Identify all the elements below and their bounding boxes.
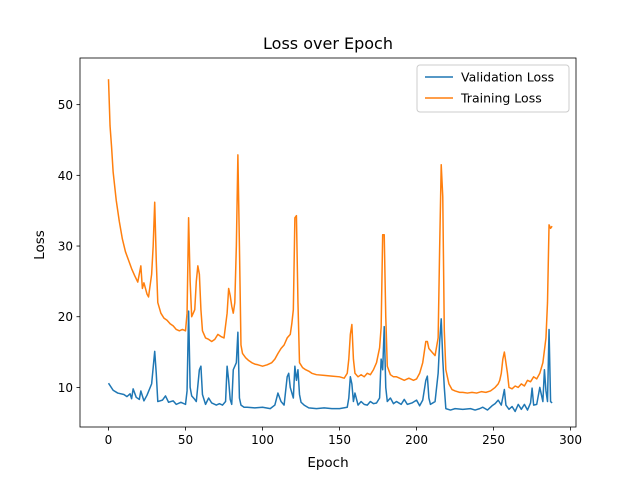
y-tick-label: 10 — [58, 381, 73, 395]
legend: Validation Loss Training Loss — [416, 64, 570, 113]
x-axis-label: Epoch — [307, 455, 348, 471]
x-tick-label: 50 — [178, 433, 193, 447]
x-tick-label: 100 — [251, 433, 274, 447]
x-tick-label: 150 — [328, 433, 351, 447]
y-axis-label: Loss — [32, 230, 48, 260]
x-tick-label: 0 — [105, 433, 113, 447]
legend-label-1: Training Loss — [460, 91, 542, 106]
legend-label-0: Validation Loss — [461, 70, 554, 85]
chart-title: Loss over Epoch — [263, 34, 393, 53]
y-tick-label: 30 — [58, 240, 73, 254]
y-tick-label: 40 — [58, 169, 73, 183]
y-tick-label: 20 — [58, 310, 73, 324]
axes-frame — [79, 57, 577, 428]
legend-box — [416, 64, 570, 113]
x-tick-label: 300 — [559, 433, 582, 447]
series-line-0 — [107, 310, 553, 413]
x-tick-label: 250 — [482, 433, 505, 447]
series-line-1 — [107, 79, 553, 394]
y-tick-label: 50 — [58, 98, 73, 112]
plot-area: 0 50 100 150 200 250 300 10 20 30 40 50 Validation L… — [58, 57, 582, 447]
x-tick-label: 200 — [405, 433, 428, 447]
